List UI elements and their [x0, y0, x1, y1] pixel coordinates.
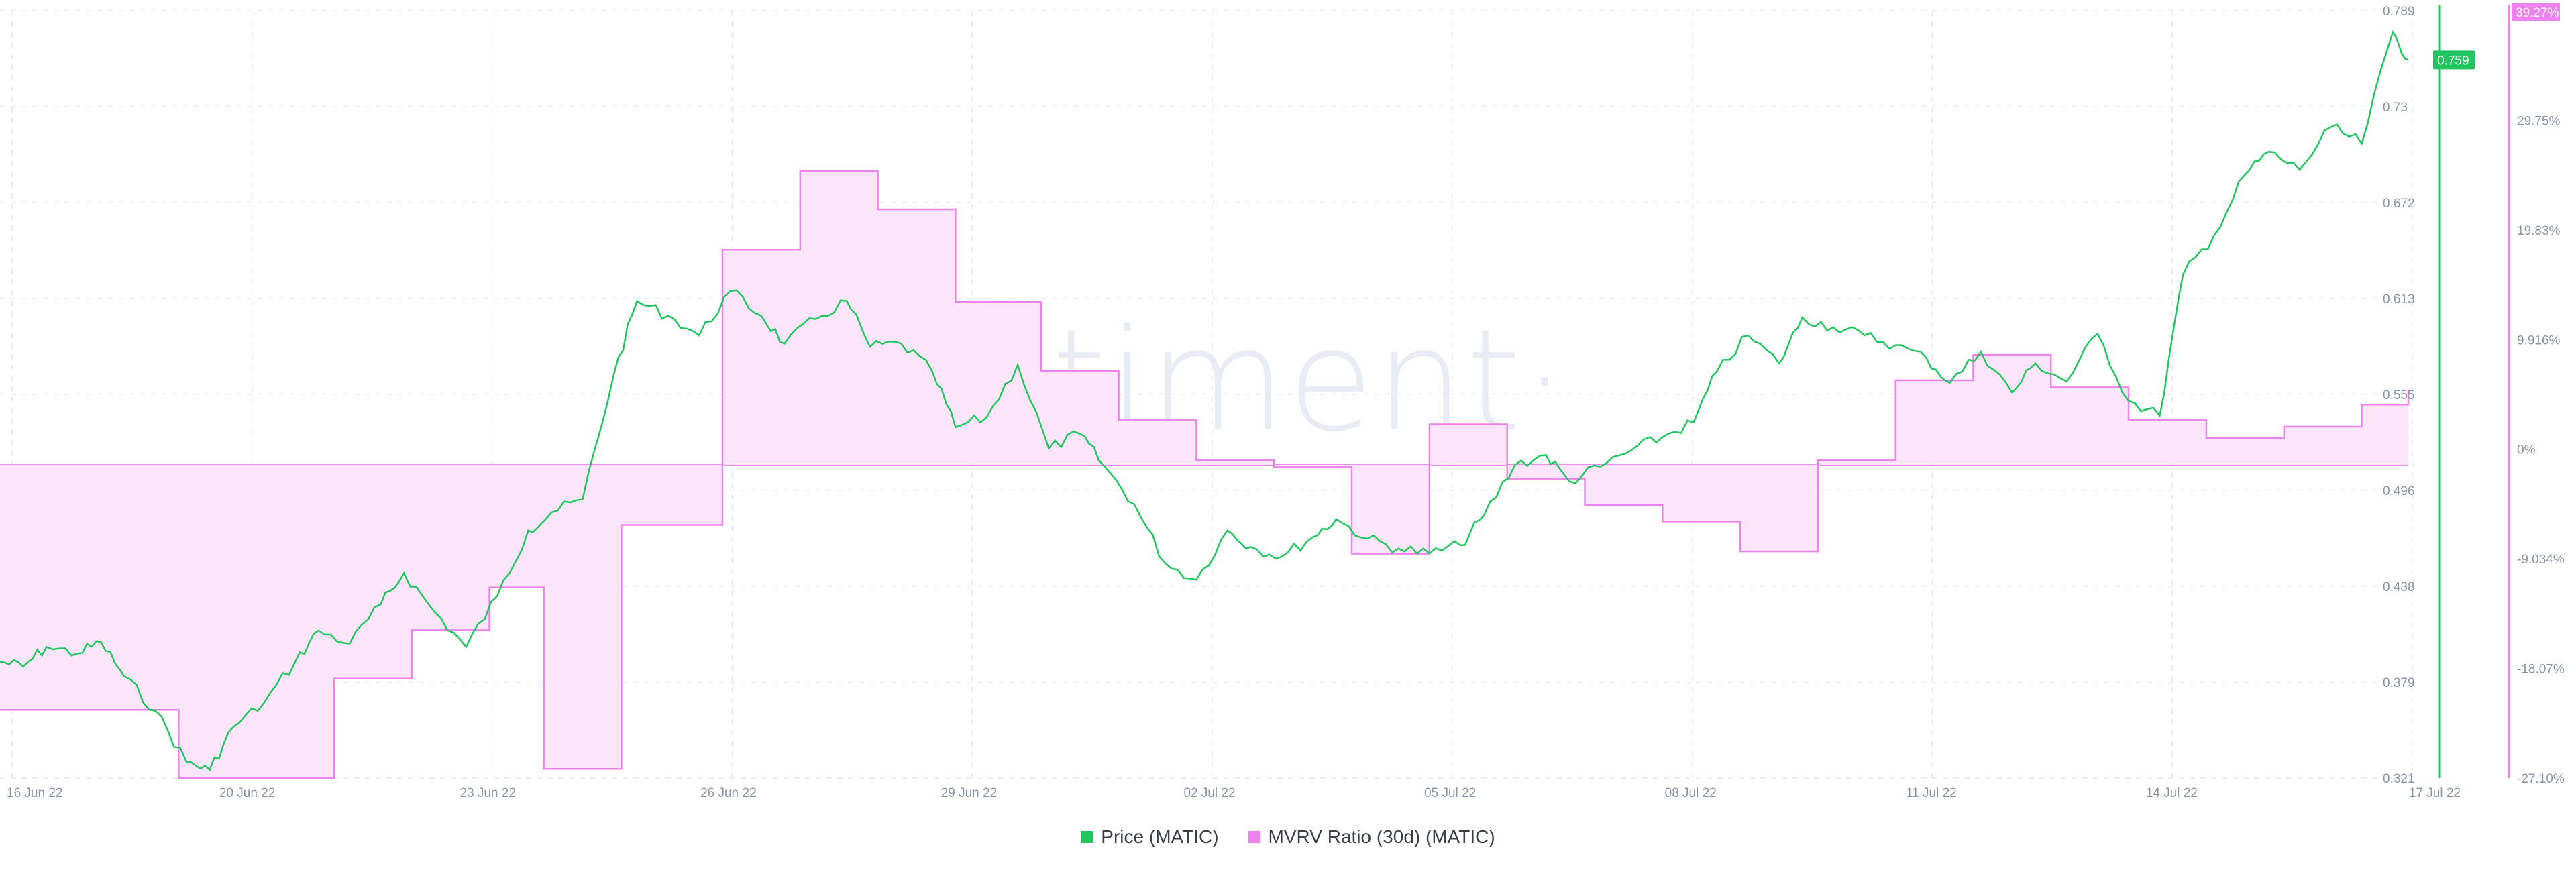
price-tick-label: 0.321: [2383, 772, 2415, 786]
x-tick-label: 08 Jul 22: [1665, 786, 1717, 800]
x-tick-label: 20 Jun 22: [219, 786, 275, 800]
x-tick-label: 05 Jul 22: [1424, 786, 1476, 800]
current-value-badges: 0.759 39.27%: [2433, 3, 2560, 70]
legend-item-mvrv[interactable]: MVRV Ratio (30d) (MATIC): [1248, 826, 1495, 848]
price-tick-label: 0.672: [2383, 197, 2415, 211]
price-swatch-icon: [1081, 831, 1093, 843]
mvrv-tick-label: 0%: [2517, 443, 2536, 457]
price-tick-label: 0.496: [2383, 484, 2415, 498]
price-tick-label: 0.73: [2383, 101, 2408, 115]
mvrv-tick-label: -9.034%: [2517, 553, 2565, 567]
mvrv-series-line: [0, 170, 2410, 779]
price-tick-label: 0.438: [2383, 580, 2415, 594]
legend-price-label: Price (MATIC): [1101, 826, 1219, 847]
price-tick-label: 0.789: [2383, 5, 2415, 19]
x-tick-label: 14 Jul 22: [2146, 786, 2198, 800]
price-tick-label: 0.555: [2383, 388, 2415, 402]
mvrv-value-badge: [2512, 3, 2560, 21]
mvrv-axis-ticks: 39.27% 29.75% 19.83% 9.916% 0% -9.034% -18.07%…: [2517, 5, 2565, 786]
legend-item-price[interactable]: Price (MATIC): [1081, 826, 1219, 848]
price-value-badge: [2433, 50, 2475, 70]
mvrv-value-badge-text: 39.27%: [2516, 6, 2559, 20]
mvrv-tick-label: 29.75%: [2517, 114, 2561, 128]
x-tick-label: 02 Jul 22: [1183, 786, 1235, 800]
price-tick-label: 0.379: [2383, 676, 2415, 690]
legend-mvrv-label: MVRV Ratio (30d) (MATIC): [1268, 826, 1495, 847]
mvrv-tick-label: 9.916%: [2517, 333, 2561, 347]
mvrv-swatch-icon: [1248, 831, 1260, 843]
price-axis-ticks: 0.789 0.73 0.672 0.613 0.555 0.496 0.438 0.379 0…: [2383, 5, 2415, 786]
x-tick-label: 23 Jun 22: [460, 786, 515, 800]
x-tick-label: 26 Jun 22: [700, 786, 756, 800]
mvrv-tick-label: -18.07%: [2517, 663, 2565, 677]
price-tick-label: 0.613: [2383, 292, 2415, 307]
legend: Price (MATIC) MVRV Ratio (30d) (MATIC): [0, 826, 2576, 848]
x-tick-label: 17 Jul 22: [2409, 786, 2461, 800]
x-tick-label: 16 Jun 22: [7, 786, 62, 800]
x-tick-label: 11 Jul 22: [1906, 786, 1957, 800]
mvrv-tick-label: 19.83%: [2517, 224, 2561, 238]
price-series-line: [0, 30, 2409, 771]
x-tick-label: 29 Jun 22: [941, 786, 997, 800]
x-axis-ticks: 16 Jun 22 20 Jun 22 23 Jun 22 26 Jun 22 29 J…: [7, 786, 2461, 800]
mvrv-tick-label: -27.10%: [2517, 772, 2565, 786]
price-value-badge-text: 0.759: [2437, 54, 2469, 68]
mvrv-area-fill: [0, 171, 2408, 779]
